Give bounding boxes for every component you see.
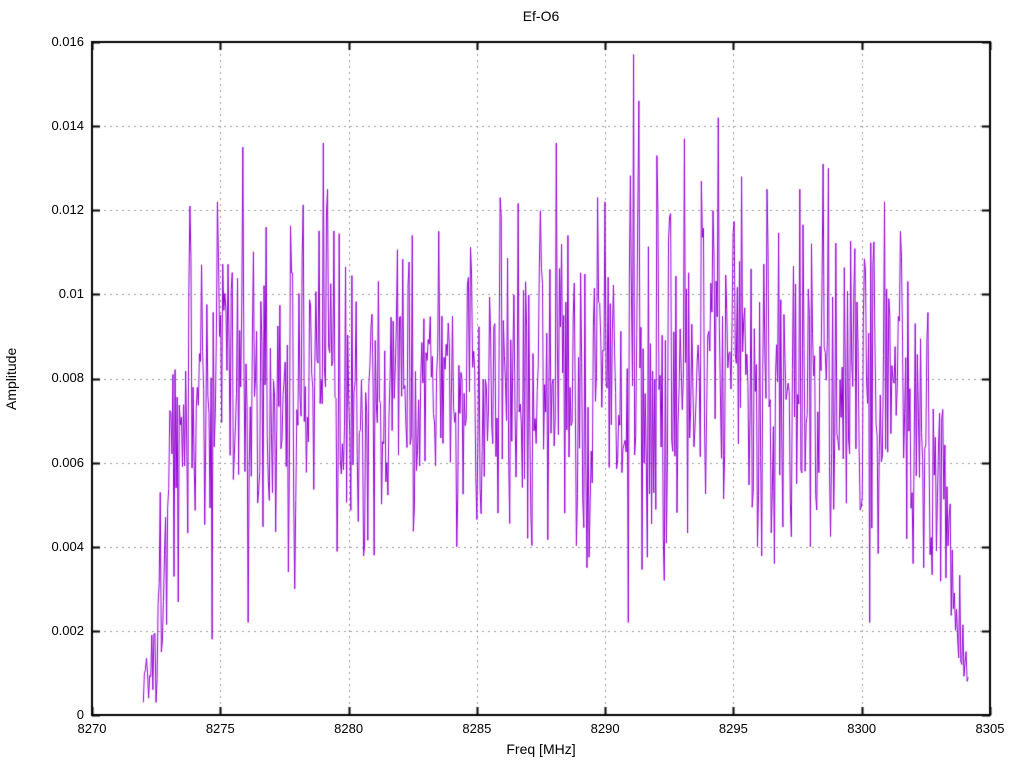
chart-title: Ef-O6 (522, 8, 560, 24)
y-tick-label: 0.004 (51, 539, 84, 554)
x-tick-label: 8290 (590, 721, 620, 736)
x-axis-label: Freq [MHz] (506, 741, 576, 757)
x-tick-label: 8305 (975, 721, 1005, 736)
y-tick-label: 0.012 (51, 202, 84, 217)
y-tick-label: 0.016 (51, 34, 84, 49)
x-tick-label: 8300 (847, 721, 877, 736)
y-tick-label: 0 (76, 707, 84, 722)
y-tick-label: 0.01 (58, 286, 84, 301)
y-tick-label: 0.002 (51, 623, 84, 638)
y-tick-label: 0.006 (51, 455, 84, 470)
x-tick-label: 8270 (77, 721, 107, 736)
x-tick-label: 8280 (334, 721, 364, 736)
y-tick-label: 0.008 (51, 370, 84, 385)
x-tick-label: 8295 (718, 721, 748, 736)
y-tick-label: 0.014 (51, 118, 84, 133)
x-tick-label: 8285 (462, 721, 492, 736)
x-tick-label: 8275 (205, 721, 235, 736)
